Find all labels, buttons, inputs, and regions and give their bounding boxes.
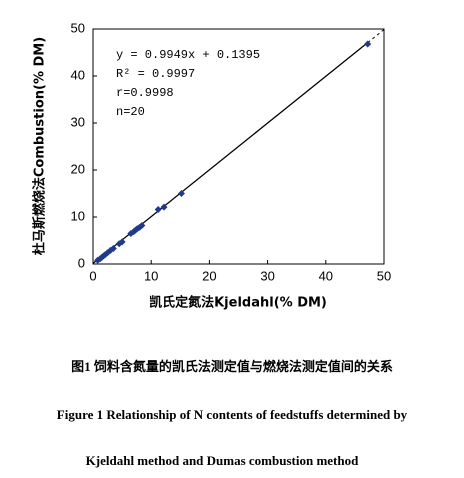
y-tick-label: 10 [71, 208, 85, 223]
annotation: R² = 0.9997 [116, 67, 195, 81]
plot-frame [92, 28, 385, 265]
x-tick-label: 40 [319, 268, 333, 283]
annotation: y = 0.9949x + 0.1395 [116, 48, 260, 62]
x-tick-label: 10 [144, 268, 158, 283]
caption-english: Figure 1 Relationship of N contents of f… [57, 407, 408, 422]
annotation: r=0.9998 [116, 86, 174, 100]
y-tick-label: 30 [71, 114, 85, 129]
y-tick-label: 0 [78, 255, 85, 270]
data-point [109, 244, 117, 252]
data-point [154, 205, 162, 213]
data-point [160, 203, 168, 211]
x-tick-label: 50 [377, 268, 391, 283]
x-tick-label: 20 [202, 268, 216, 283]
x-tick-label: 30 [260, 268, 274, 283]
data-point [364, 40, 372, 48]
y-axis-label: 杜马斯燃烧法Combustion(% DM) [32, 37, 48, 255]
y-tick-label: 50 [71, 20, 85, 35]
data-point [118, 238, 126, 246]
x-axis-label: 凯氏定氮法Kjeldahl(% DM) [149, 295, 327, 311]
annotation: n=20 [116, 105, 145, 119]
data-point [177, 190, 185, 197]
x-tick-label: 0 [89, 268, 96, 283]
y-tick-label: 20 [71, 161, 85, 176]
regression-extension [367, 29, 385, 44]
y-tick-label: 40 [71, 67, 85, 82]
caption-chinese: 图1 饲料含氮量的凯氏法测定值与燃烧法测定值间的关系 [71, 359, 393, 374]
caption-english: Kjeldahl method and Dumas combustion met… [86, 453, 359, 468]
data-point [138, 221, 146, 229]
